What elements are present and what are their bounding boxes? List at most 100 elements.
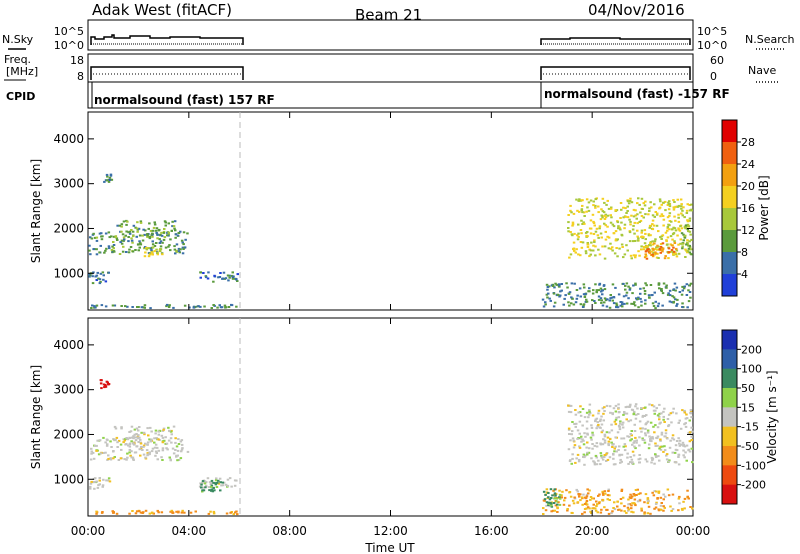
- power-cell: [668, 300, 672, 303]
- power-cell: [107, 180, 111, 183]
- velocity-cell: [127, 444, 130, 447]
- velocity-cell: [578, 445, 581, 448]
- power-cell: [137, 249, 140, 252]
- power-cell: [542, 305, 546, 308]
- velocity-cell: [630, 510, 633, 513]
- velocity-cell: [596, 425, 599, 428]
- power-cell: [675, 255, 679, 258]
- power-cell: [177, 247, 181, 250]
- power-cell: [128, 230, 132, 233]
- velocity-cell: [614, 410, 618, 413]
- velocity-cell: [161, 447, 165, 450]
- power-cell: [684, 224, 688, 227]
- velocity-cell: [673, 451, 677, 454]
- velocity-cell: [578, 411, 582, 414]
- velocity-cell: [585, 503, 589, 506]
- velocity-cell: [556, 511, 559, 513]
- power-cell: [626, 210, 629, 212]
- velocity-cell: [623, 510, 626, 513]
- velocity-cell: [101, 484, 105, 487]
- power-cell: [570, 282, 574, 285]
- power-cell: [171, 225, 174, 228]
- power-cell: [597, 295, 601, 298]
- power-cell: [580, 199, 583, 202]
- velocity-cell: [669, 439, 672, 442]
- power-cell: [131, 241, 134, 244]
- power-cell: [682, 239, 685, 242]
- velocity-cell: [203, 482, 207, 485]
- velocity-cell: [686, 495, 689, 498]
- velocity-cell: [109, 457, 112, 460]
- power-cell: [174, 252, 177, 255]
- power-cell: [156, 233, 159, 236]
- power-cell: [586, 246, 590, 248]
- velocity-cell: [588, 412, 592, 415]
- velocity-cell: [230, 485, 233, 488]
- velocity-cell: [567, 448, 571, 451]
- velocity-cell: [552, 489, 555, 492]
- power-cell: [651, 219, 655, 222]
- power-colorbar-swatch: [722, 164, 737, 187]
- power-cell: [651, 240, 654, 243]
- velocity-cell: [577, 493, 581, 496]
- velocity-cell: [109, 458, 113, 461]
- power-cell: [612, 225, 616, 228]
- velocity-cell: [653, 431, 656, 434]
- power-cell: [567, 292, 571, 295]
- velocity-cell: [166, 448, 169, 451]
- power-cell: [680, 212, 683, 215]
- power-cell: [622, 216, 625, 219]
- power-cell: [648, 296, 651, 299]
- velocity-cell: [201, 489, 204, 492]
- velocity-cell: [606, 436, 610, 439]
- power-cell: [586, 242, 589, 244]
- power-cell: [640, 236, 643, 238]
- velocity-cell: [650, 440, 653, 443]
- velocity-cell: [625, 418, 628, 421]
- power-cell: [668, 205, 672, 208]
- velocity-cell: [667, 494, 671, 497]
- power-cell: [686, 241, 689, 244]
- velocity-colorbar-tick-label: -15: [741, 421, 759, 434]
- velocity-cell: [624, 445, 627, 448]
- velocity-cell: [622, 437, 626, 440]
- velocity-cell: [585, 420, 589, 423]
- power-cell: [569, 253, 573, 256]
- power-cell: [217, 276, 220, 279]
- power-cell: [647, 234, 651, 237]
- velocity-cell: [590, 457, 593, 460]
- velocity-cell: [576, 490, 579, 493]
- velocity-cell: [620, 460, 623, 463]
- velocity-cell: [615, 450, 618, 453]
- power-cell: [662, 218, 666, 221]
- velocity-cell: [628, 503, 631, 506]
- power-cell: [604, 216, 608, 219]
- power-cell: [121, 233, 125, 236]
- power-cell: [128, 248, 131, 251]
- velocity-cell: [558, 503, 562, 506]
- power-cell: [102, 274, 105, 277]
- velocity-cell: [593, 444, 596, 447]
- power-cell: [622, 295, 626, 298]
- velocity-cell: [608, 494, 611, 497]
- power-cell: [163, 220, 167, 223]
- power-cell: [661, 234, 665, 237]
- power-cell: [613, 252, 617, 255]
- power-cell: [680, 203, 683, 206]
- velocity-cell: [153, 441, 156, 444]
- power-cell: [612, 302, 616, 305]
- velocity-cell: [98, 439, 102, 442]
- power-cell: [622, 206, 625, 209]
- power-cell: [160, 231, 163, 234]
- velocity-cell: [142, 453, 146, 456]
- power-cell: [608, 306, 612, 309]
- velocity-cell: [575, 422, 578, 425]
- power-cell: [118, 224, 122, 227]
- velocity-cell: [687, 431, 690, 434]
- velocity-cell: [593, 463, 597, 466]
- power-cell: [594, 254, 597, 257]
- velocity-cell: [595, 442, 599, 445]
- power-cell: [603, 297, 607, 300]
- power-cell: [644, 238, 647, 241]
